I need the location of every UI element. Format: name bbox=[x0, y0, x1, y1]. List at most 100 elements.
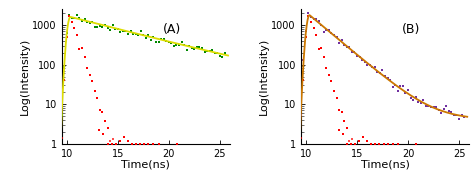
Point bbox=[96, 108, 104, 112]
Point bbox=[348, 138, 356, 141]
Point bbox=[96, 24, 104, 27]
Point bbox=[375, 142, 383, 145]
Point bbox=[122, 146, 129, 149]
Point bbox=[114, 27, 121, 30]
Point bbox=[320, 55, 328, 58]
Point bbox=[124, 146, 132, 149]
Point bbox=[155, 40, 163, 43]
Point bbox=[419, 99, 427, 102]
Point bbox=[122, 29, 129, 32]
Point bbox=[440, 108, 447, 111]
Point bbox=[338, 110, 346, 113]
Point bbox=[76, 47, 83, 50]
Point bbox=[435, 108, 442, 112]
Point bbox=[356, 146, 363, 149]
Point bbox=[99, 110, 106, 113]
Point bbox=[117, 31, 124, 34]
Point bbox=[178, 41, 185, 44]
Point bbox=[170, 44, 178, 47]
Point bbox=[364, 139, 371, 142]
Point bbox=[135, 34, 142, 37]
Point bbox=[343, 142, 351, 145]
Point bbox=[432, 146, 440, 149]
Point bbox=[412, 146, 419, 149]
Point bbox=[440, 146, 447, 149]
Point bbox=[209, 146, 216, 149]
Point bbox=[372, 142, 379, 145]
Point bbox=[455, 117, 463, 120]
Point bbox=[173, 142, 181, 145]
Point bbox=[163, 146, 170, 149]
Point bbox=[73, 14, 81, 17]
Point bbox=[376, 71, 384, 74]
Point bbox=[58, 136, 65, 139]
Point bbox=[191, 146, 198, 149]
Point bbox=[381, 75, 389, 78]
Point bbox=[101, 119, 109, 122]
Point bbox=[445, 110, 453, 113]
Point bbox=[180, 146, 188, 149]
Y-axis label: Log(Intensity): Log(Intensity) bbox=[259, 38, 269, 115]
Point bbox=[170, 146, 178, 149]
Point bbox=[119, 30, 127, 33]
Point bbox=[213, 146, 221, 149]
Point bbox=[193, 46, 201, 49]
Point bbox=[178, 146, 185, 149]
Point bbox=[135, 146, 142, 149]
Point bbox=[333, 36, 340, 39]
Point bbox=[139, 146, 147, 149]
Point bbox=[145, 142, 152, 145]
Point bbox=[346, 45, 353, 48]
Point bbox=[410, 98, 417, 101]
Point bbox=[392, 146, 399, 149]
Point bbox=[343, 46, 351, 49]
Point bbox=[300, 79, 307, 82]
Point bbox=[165, 146, 173, 149]
Point bbox=[93, 97, 101, 100]
X-axis label: Time(ns): Time(ns) bbox=[121, 160, 170, 170]
Point bbox=[155, 142, 163, 145]
Point bbox=[351, 142, 359, 145]
Point bbox=[175, 43, 183, 46]
Point bbox=[106, 140, 114, 143]
Point bbox=[302, 35, 310, 38]
Point bbox=[305, 14, 312, 17]
Point bbox=[384, 142, 392, 145]
Point bbox=[386, 146, 394, 149]
Point bbox=[78, 46, 86, 49]
Point bbox=[422, 105, 429, 108]
Point bbox=[351, 146, 358, 149]
Point bbox=[124, 139, 132, 142]
Point bbox=[129, 33, 137, 36]
Point bbox=[338, 38, 346, 41]
Point bbox=[86, 73, 93, 76]
Point bbox=[399, 85, 407, 88]
Point bbox=[216, 146, 224, 149]
Point bbox=[209, 48, 216, 51]
Point bbox=[302, 30, 310, 33]
Point bbox=[183, 48, 191, 51]
Point bbox=[111, 146, 119, 149]
Point bbox=[83, 21, 91, 24]
Point bbox=[432, 106, 440, 109]
Point bbox=[101, 23, 109, 26]
Point bbox=[364, 146, 371, 149]
Point bbox=[109, 138, 117, 141]
Point bbox=[417, 101, 425, 104]
Point bbox=[368, 146, 376, 149]
Point bbox=[173, 43, 180, 46]
Point bbox=[152, 41, 160, 44]
Point bbox=[330, 89, 338, 92]
Point bbox=[384, 146, 392, 149]
Point bbox=[128, 142, 136, 145]
Point bbox=[100, 132, 107, 135]
Point bbox=[412, 96, 419, 99]
Point bbox=[458, 146, 465, 149]
Point bbox=[425, 105, 432, 108]
Point bbox=[142, 37, 150, 40]
Point bbox=[203, 50, 211, 53]
Point bbox=[407, 146, 414, 149]
Point bbox=[104, 127, 111, 130]
Point bbox=[404, 88, 412, 91]
Point bbox=[348, 50, 356, 53]
